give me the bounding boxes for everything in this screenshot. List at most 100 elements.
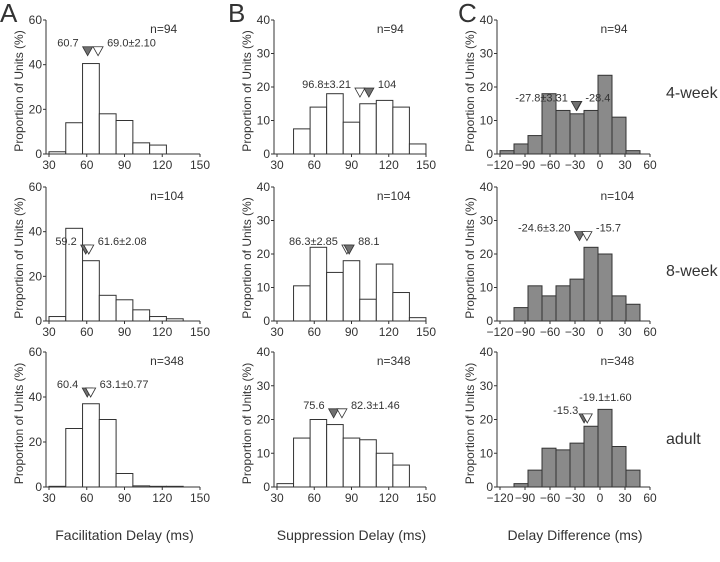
histogram-bar — [149, 316, 167, 322]
x-tick-label: 60 — [80, 158, 94, 172]
x-tick-label: 150 — [190, 325, 210, 339]
n-label: n=104 — [150, 189, 184, 203]
y-tick-label: 40 — [480, 345, 494, 359]
histogram-bar — [115, 473, 134, 488]
y-axis-label: Proportion of Units (%) — [463, 197, 477, 318]
y-tick-label: 30 — [480, 379, 494, 393]
histogram-bar — [65, 428, 84, 488]
histogram-bar — [392, 464, 410, 488]
y-tick-label: 40 — [480, 180, 494, 194]
y-axis-label: Proportion of Units (%) — [12, 30, 26, 151]
x-tick-label: 0 — [597, 325, 604, 339]
y-tick-label: 0 — [35, 480, 42, 494]
histogram-bar — [541, 295, 557, 322]
x-tick-label: 0 — [597, 158, 604, 172]
x-tick-label: −90 — [515, 158, 536, 172]
y-tick-label: 10 — [480, 446, 494, 460]
y-tick-label: 20 — [257, 247, 271, 261]
histogram-bar — [597, 408, 613, 488]
histogram-bar — [597, 74, 613, 155]
marker-label: -15.7 — [596, 223, 621, 235]
x-tick-label: 60 — [643, 491, 657, 505]
x-tick-label: 60 — [80, 491, 94, 505]
marker-label: 96.8±3.21 — [302, 79, 351, 91]
y-tick-label: 0 — [486, 314, 493, 328]
n-label: n=104 — [377, 189, 411, 203]
x-tick-label: 60 — [308, 158, 322, 172]
histogram-bar — [555, 109, 571, 155]
row-label: adult — [666, 431, 701, 448]
open-triangle-marker — [581, 413, 593, 424]
y-axis-label: Proportion of Units (%) — [463, 363, 477, 484]
y-tick-label: 40 — [257, 13, 271, 27]
marker-label: 104 — [378, 79, 396, 91]
x-tick-label: −120 — [486, 325, 513, 339]
histogram-bar — [65, 122, 84, 155]
x-tick-label: 120 — [379, 491, 399, 505]
histogram-bar — [513, 143, 529, 155]
x-tick-label: 90 — [118, 325, 132, 339]
panel-letter-a: A — [0, 0, 18, 28]
x-tick-label: 90 — [345, 158, 359, 172]
y-tick-label: 20 — [257, 80, 271, 94]
histogram-bar — [499, 150, 515, 155]
histogram-bar — [342, 121, 361, 155]
y-tick-label: 40 — [257, 345, 271, 359]
histogram-bar — [309, 106, 328, 155]
x-tick-label: 120 — [379, 158, 399, 172]
x-tick-label: 60 — [643, 158, 657, 172]
y-tick-label: 10 — [257, 281, 271, 295]
histogram-bar — [82, 403, 100, 488]
y-axis-label: Proportion of Units (%) — [12, 363, 26, 484]
y-axis-label: Proportion of Units (%) — [240, 363, 254, 484]
histogram-bar — [342, 260, 361, 322]
histogram-bar — [392, 106, 410, 155]
x-tick-label: 150 — [190, 491, 210, 505]
y-tick-label: 40 — [29, 390, 43, 404]
y-tick-label: 40 — [257, 180, 271, 194]
histogram-bar — [342, 437, 361, 488]
histogram-bar — [625, 150, 641, 155]
histogram-bar — [98, 419, 117, 488]
histogram-bar — [326, 271, 344, 322]
filled-triangle-marker — [573, 231, 586, 242]
x-tick-label: 90 — [118, 491, 132, 505]
n-label: n=348 — [377, 354, 411, 368]
y-tick-label: 0 — [35, 147, 42, 161]
filled-triangle-marker — [363, 87, 375, 98]
open-triangle-marker — [83, 244, 95, 255]
histogram-bar — [392, 292, 410, 322]
x-tick-label: 60 — [308, 325, 322, 339]
x-tick-label: 30 — [270, 158, 284, 172]
histogram-bar — [541, 447, 557, 488]
x-tick-label: −90 — [515, 491, 536, 505]
y-tick-label: 0 — [263, 314, 270, 328]
filled-triangle-marker — [327, 408, 340, 419]
marker-label: 69.0±2.10 — [107, 38, 156, 50]
histogram-bar — [569, 113, 585, 155]
x-tick-label: 90 — [345, 491, 359, 505]
panel-letter-b: B — [228, 0, 245, 28]
x-tick-label: 150 — [416, 158, 436, 172]
x-tick-label: 150 — [190, 158, 210, 172]
y-tick-label: 0 — [35, 314, 42, 328]
histogram-bar — [149, 144, 167, 155]
histogram-bar — [276, 483, 295, 488]
x-tick-label: −30 — [565, 158, 586, 172]
marker-label: 60.7 — [57, 38, 78, 50]
marker-label: -24.6±3.20 — [518, 223, 571, 235]
y-tick-label: 30 — [480, 214, 494, 228]
x-tick-label: 30 — [270, 491, 284, 505]
histogram-bar — [408, 317, 427, 322]
x-tick-label: 150 — [416, 491, 436, 505]
y-tick-label: 30 — [257, 214, 271, 228]
histogram-bar — [569, 442, 585, 488]
open-triangle-marker — [84, 387, 97, 398]
x-tick-label: 30 — [42, 325, 56, 339]
histogram-bar — [611, 295, 627, 322]
histogram-bar — [555, 449, 571, 488]
histogram-bar — [527, 135, 543, 155]
histogram-bar — [326, 424, 344, 488]
